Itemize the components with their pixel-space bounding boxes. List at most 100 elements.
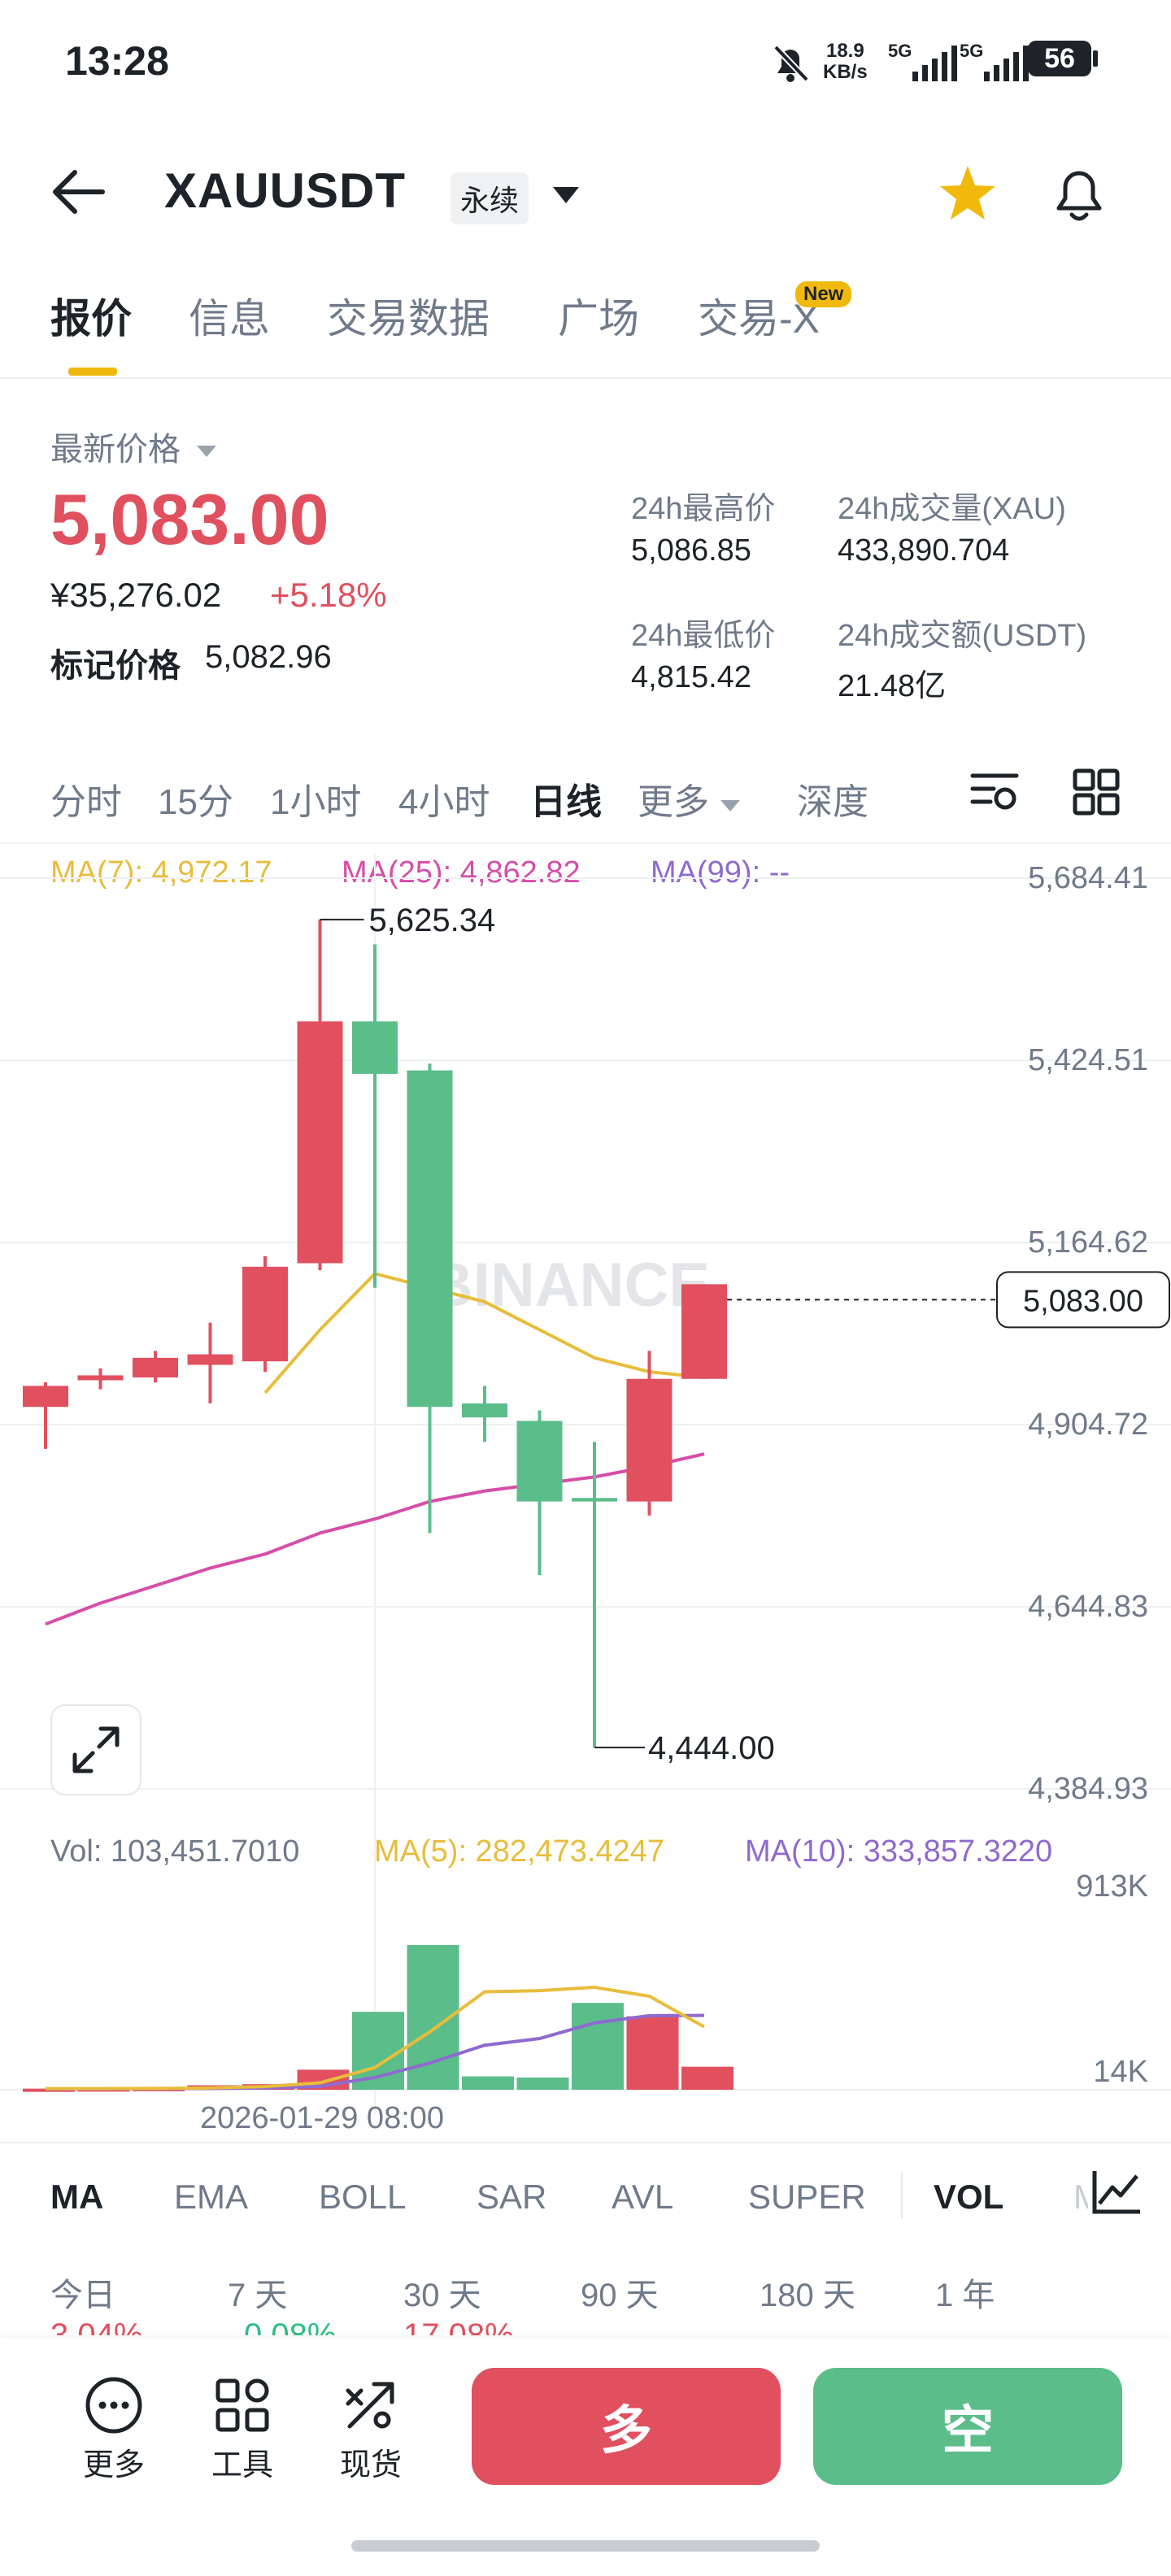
high-24h-value: 5,086.85 <box>631 533 751 568</box>
period-today-label[interactable]: 今日 <box>50 2278 115 2313</box>
tab-info[interactable]: 信息 <box>189 296 270 342</box>
y-axis-tick-label: 5,164.62 <box>1028 1225 1148 1260</box>
last-price-label[interactable]: 最新价格 <box>50 423 219 470</box>
indicator-separator <box>901 2173 903 2218</box>
indicator-vol[interactable]: VOL <box>934 2178 1004 2216</box>
back-arrow-icon[interactable] <box>50 168 107 220</box>
tabs-divider <box>0 377 1171 379</box>
low-marker-label: 4,444.00 <box>648 1730 775 1766</box>
period-1y-label[interactable]: 1 年 <box>935 2278 995 2313</box>
candle <box>352 944 398 1288</box>
indicator-super[interactable]: SUPER <box>748 2178 866 2216</box>
candle-body <box>133 1357 178 1378</box>
candle <box>681 1284 727 1379</box>
chart-bottom-divider <box>0 2142 1171 2143</box>
long-button[interactable]: 多 <box>472 2368 781 2485</box>
candle <box>23 1382 68 1449</box>
tab-trade-data[interactable]: 交易数据 <box>327 296 490 342</box>
period-7d-value: 0.08% <box>244 2317 337 2335</box>
star-icon[interactable] <box>937 163 999 228</box>
candle <box>297 919 343 1271</box>
y-axis-tick-label: 4,904.72 <box>1028 1408 1148 1442</box>
candle-body <box>626 1378 673 1502</box>
indicator-ma[interactable]: MA <box>50 2178 104 2216</box>
interval-1h[interactable]: 1小时 <box>270 782 362 822</box>
high-marker-label: 5,625.34 <box>369 903 496 938</box>
candle <box>407 1063 453 1534</box>
volume-usdt-label: 24h成交额(USDT) <box>838 619 1087 653</box>
indicator-sar[interactable]: SAR <box>477 2178 547 2216</box>
layout-grid-icon[interactable] <box>1072 768 1121 820</box>
kline-chart[interactable]: BINANCE 5,625.34 4,444.00 5,083.00 5,684.4… <box>0 838 1171 2139</box>
ma7-legend: MA(7): 4,972.17 <box>50 855 272 890</box>
mark-price-value: 5,082.96 <box>205 639 332 675</box>
candle-body <box>407 1070 453 1408</box>
volume-bar <box>681 2066 734 2090</box>
indicator-boll[interactable]: BOLL <box>319 2178 407 2216</box>
last-price: 5,083.00 <box>50 479 329 559</box>
fullscreen-expand-icon[interactable] <box>50 1704 141 1795</box>
candle <box>77 1368 124 1390</box>
tab-quote[interactable]: 报价 <box>50 296 132 342</box>
volume-bar <box>626 2016 679 2090</box>
x-axis-date-label: 2026-01-29 08:00 <box>200 2101 445 2135</box>
indicator-avl[interactable]: AVL <box>612 2178 674 2216</box>
volume-ma5-legend: MA(5): 282,473.4247 <box>374 1834 665 1869</box>
interval-more[interactable]: 更多 <box>638 772 742 825</box>
short-button[interactable]: 空 <box>813 2368 1122 2485</box>
low-24h-value: 4,815.42 <box>631 660 751 694</box>
binance-watermark: BINANCE <box>429 1251 710 1320</box>
candle <box>572 1442 617 1748</box>
interval-depth[interactable]: 深度 <box>797 782 868 822</box>
contract-type-badge: 永续 <box>451 172 529 224</box>
chart-settings-icon[interactable] <box>969 769 1020 819</box>
ma25-legend: MA(25): 4,862.82 <box>342 855 581 890</box>
tools-icon[interactable] <box>194 2374 291 2440</box>
more-icon[interactable] <box>65 2374 163 2440</box>
volume-usdt-value: 21.48亿 <box>838 669 947 703</box>
indicator-ema[interactable]: EMA <box>174 2178 249 2216</box>
interval-1d[interactable]: 日线 <box>530 782 602 822</box>
current-price-label: 5,083.00 <box>1023 1284 1143 1318</box>
new-badge: New <box>795 281 852 307</box>
more-label[interactable]: 更多 <box>82 2448 145 2482</box>
ma99-legend: MA(99): -- <box>651 855 790 890</box>
caret-down-icon <box>197 446 217 457</box>
candle-body <box>242 1266 288 1362</box>
period-7d-label[interactable]: 7 天 <box>228 2278 288 2313</box>
y-axis-tick-label: 4,384.93 <box>1028 1772 1148 1806</box>
period-90d-label[interactable]: 90 天 <box>581 2278 659 2313</box>
volume-bar <box>572 2003 624 2090</box>
volume-bar <box>462 2076 514 2090</box>
battery-cap <box>1093 50 1098 67</box>
status-time: 13:28 <box>65 38 169 84</box>
symbol-title[interactable]: XAUUSDT <box>164 163 407 218</box>
candle-body <box>187 1354 233 1365</box>
price-cny: ¥35,276.02 <box>50 576 222 614</box>
chevron-down-icon[interactable] <box>550 184 582 211</box>
spot-label[interactable]: 现货 <box>339 2448 402 2482</box>
volume-ma5-line <box>46 1986 705 2091</box>
indicator-settings-icon[interactable] <box>1088 2166 1153 2225</box>
period-30d-value: 17.08% <box>403 2317 514 2335</box>
candle <box>187 1322 233 1403</box>
volume-xau-value: 433,890.704 <box>838 533 1010 568</box>
network-speed: 18.9 KB/s <box>823 40 868 83</box>
spot-icon[interactable] <box>322 2374 420 2440</box>
home-indicator <box>351 2540 820 2552</box>
candle-body <box>516 1421 563 1502</box>
interval-4h[interactable]: 4小时 <box>398 782 490 822</box>
bell-icon[interactable] <box>1049 163 1109 228</box>
tab-square[interactable]: 广场 <box>558 296 639 342</box>
volume-ma10-legend: MA(10): 333,857.3220 <box>745 1834 1053 1869</box>
period-30d-label[interactable]: 30 天 <box>403 2278 481 2313</box>
ma7-line <box>263 1272 705 1395</box>
candle-body <box>23 1386 68 1408</box>
interval-15m[interactable]: 15分 <box>158 782 233 822</box>
intervals-divider <box>0 842 1171 844</box>
interval-time-share[interactable]: 分时 <box>50 782 122 822</box>
candle <box>242 1255 288 1373</box>
tools-label[interactable]: 工具 <box>211 2448 273 2482</box>
mark-price-label: 标记价格 <box>50 648 181 684</box>
period-180d-label[interactable]: 180 天 <box>760 2278 855 2313</box>
